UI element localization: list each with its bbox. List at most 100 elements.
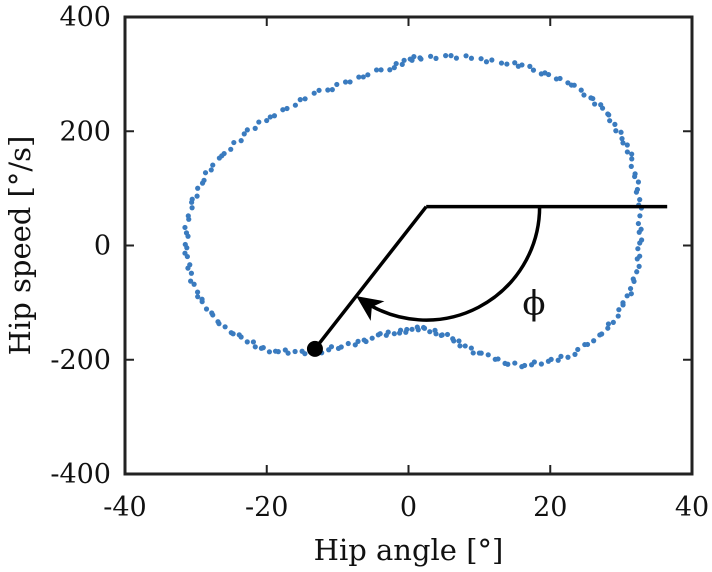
data-point	[620, 302, 626, 308]
data-point	[456, 338, 462, 344]
data-point	[597, 332, 603, 338]
y-tick-label: -200	[50, 345, 111, 376]
data-point	[292, 348, 298, 355]
data-point	[489, 57, 495, 63]
angle-arc	[360, 206, 542, 322]
data-point	[375, 332, 381, 338]
data-point	[244, 339, 250, 345]
data-point	[504, 61, 510, 67]
data-point	[637, 213, 643, 219]
data-point	[453, 55, 460, 61]
data-point	[182, 224, 188, 231]
data-point	[578, 87, 584, 93]
data-point	[387, 67, 393, 73]
data-point	[575, 346, 581, 353]
data-point	[316, 87, 322, 93]
data-point	[361, 337, 367, 343]
data-point	[201, 177, 207, 183]
data-point	[605, 321, 612, 327]
data-point	[565, 354, 571, 360]
x-tick-label: -40	[103, 492, 146, 523]
data-point	[202, 170, 209, 176]
data-point	[347, 79, 353, 85]
data-point	[498, 60, 505, 66]
data-point	[391, 65, 397, 71]
data-point	[620, 140, 626, 146]
data-point	[557, 75, 563, 82]
data-point	[581, 92, 587, 98]
data-point	[391, 331, 397, 337]
data-point	[478, 56, 484, 62]
data-point	[428, 53, 434, 59]
data-point	[619, 136, 625, 142]
data-point	[607, 118, 613, 124]
data-point	[612, 121, 618, 127]
data-point	[502, 360, 508, 367]
data-point	[352, 342, 358, 348]
data-point	[558, 353, 564, 359]
data-point	[432, 327, 438, 333]
data-point	[538, 361, 544, 367]
data-point	[378, 67, 384, 73]
data-point	[529, 362, 535, 368]
data-point	[637, 240, 643, 246]
data-point	[191, 281, 197, 287]
data-point	[355, 338, 361, 344]
data-point	[512, 360, 518, 366]
data-point	[519, 62, 525, 68]
data-point	[631, 278, 637, 284]
data-point	[401, 57, 407, 63]
data-point	[592, 101, 598, 107]
data-point	[393, 60, 399, 67]
data-point	[334, 81, 340, 88]
data-point	[185, 213, 191, 219]
data-point	[188, 278, 194, 284]
data-point	[241, 131, 247, 137]
y-axis-ticks: -400 -200 0 200 400	[50, 2, 692, 490]
data-point	[189, 205, 195, 211]
y-tick-label: 200	[59, 116, 111, 147]
data-point	[591, 338, 597, 344]
data-point	[325, 87, 331, 93]
data-point	[545, 71, 552, 78]
data-point	[210, 162, 216, 168]
data-point	[299, 348, 305, 354]
data-point	[629, 151, 635, 157]
data-point	[411, 54, 417, 60]
data-point	[457, 343, 463, 349]
data-point	[628, 163, 634, 169]
y-tick-label: -400	[50, 459, 111, 490]
data-point	[462, 343, 468, 349]
data-point	[369, 335, 375, 341]
data-point	[582, 341, 588, 348]
data-point	[256, 119, 262, 125]
data-point	[250, 339, 256, 345]
data-point	[266, 349, 273, 355]
data-point	[182, 241, 188, 248]
data-point	[236, 332, 242, 338]
data-point	[468, 345, 474, 351]
data-point	[637, 197, 643, 203]
data-point	[342, 79, 349, 85]
data-point	[264, 117, 270, 124]
data-point	[512, 60, 518, 66]
data-point	[633, 189, 640, 195]
data-point	[183, 230, 190, 236]
data-point	[492, 356, 498, 362]
data-point	[572, 351, 578, 357]
data-point	[345, 340, 351, 347]
data-point	[629, 156, 635, 162]
data-point	[187, 262, 193, 268]
data-point	[627, 285, 634, 292]
plot-area-frame	[123, 15, 694, 476]
data-point	[635, 246, 641, 252]
phase-line	[313, 205, 428, 350]
data-point	[470, 350, 476, 356]
data-point	[409, 326, 415, 332]
data-point	[635, 179, 642, 185]
data-point	[634, 256, 640, 262]
data-point	[209, 310, 215, 316]
data-point	[360, 74, 366, 80]
data-point	[329, 87, 335, 93]
